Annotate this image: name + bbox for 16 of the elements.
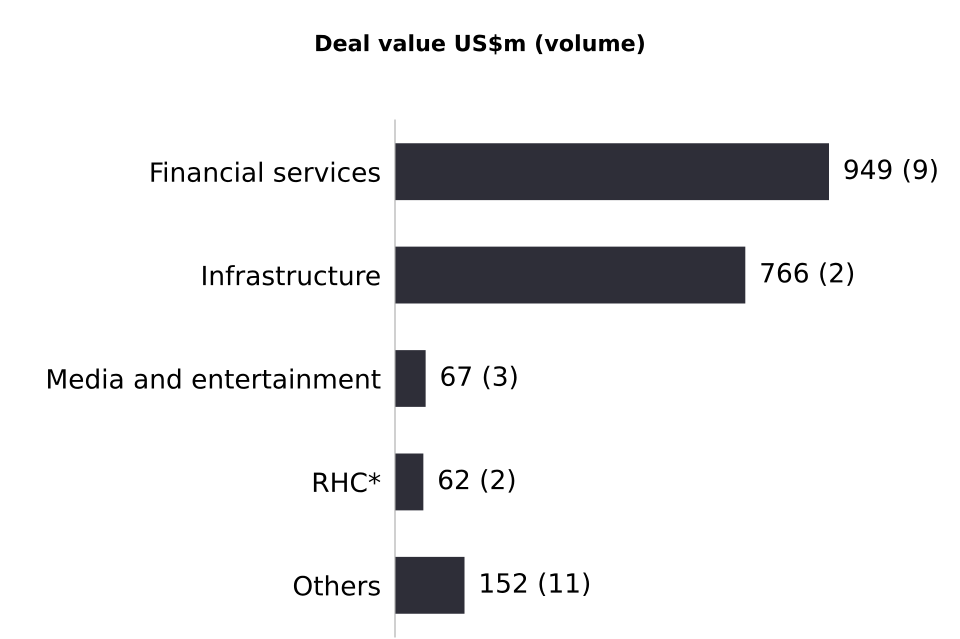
y-tick-label: RHC* <box>314 472 380 492</box>
data-label: 67 (3) <box>441 366 517 390</box>
y-tick-label: Others <box>294 575 380 596</box>
y-tick-label: Infrastructure <box>203 265 380 286</box>
y-tick-label: Financial services <box>151 162 380 182</box>
bar <box>395 350 426 407</box>
data-label: 949 (9) <box>844 158 937 182</box>
bar <box>395 143 829 200</box>
data-label: 766 (2) <box>761 262 854 286</box>
y-tick-label: Media and entertainment <box>48 368 380 389</box>
bar <box>395 453 424 510</box>
data-label: 62 (2) <box>439 469 514 493</box>
chart-title: Deal value US$m (volume) <box>316 34 644 54</box>
bar <box>395 246 746 304</box>
data-label: 152 (11) <box>481 572 590 596</box>
bar <box>395 556 465 614</box>
